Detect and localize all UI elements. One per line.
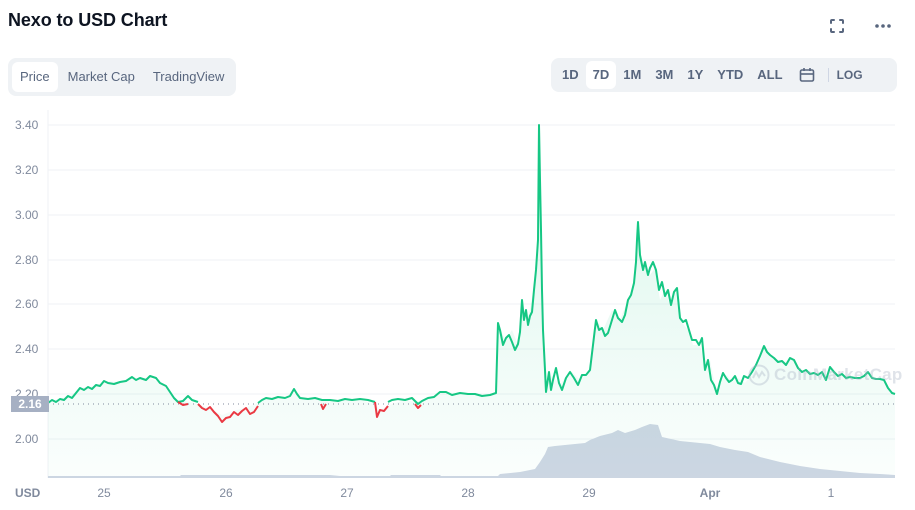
range-1y[interactable]: 1Y bbox=[687, 67, 704, 82]
price-line-up-3 bbox=[387, 124, 896, 405]
y-tick: 3.40 bbox=[15, 118, 39, 132]
y-tick: 3.00 bbox=[15, 208, 39, 222]
y-tick: 2.40 bbox=[15, 342, 39, 356]
divider bbox=[827, 68, 829, 82]
price-area bbox=[48, 125, 895, 478]
range-3m[interactable]: 3M bbox=[655, 67, 674, 82]
tab-tradingview[interactable]: TradingView bbox=[152, 69, 225, 84]
fullscreen-button[interactable] bbox=[827, 16, 847, 36]
currency-label: USD bbox=[15, 486, 41, 500]
more-horizontal-icon bbox=[875, 24, 891, 28]
tab-price[interactable]: Price bbox=[12, 62, 58, 92]
log-scale-toggle[interactable]: LOG bbox=[836, 68, 863, 82]
price-line-up-2 bbox=[257, 388, 376, 404]
tab-market-cap[interactable]: Market Cap bbox=[67, 69, 135, 84]
range-1m[interactable]: 1M bbox=[623, 67, 642, 82]
price-line-down-2 bbox=[320, 401, 422, 418]
price-line-up bbox=[47, 375, 199, 404]
range-ytd[interactable]: YTD bbox=[717, 67, 744, 82]
watermark: CoinMarketCap bbox=[748, 364, 903, 386]
more-options-button[interactable] bbox=[873, 16, 893, 36]
calendar-icon bbox=[799, 68, 814, 82]
x-tick: 28 bbox=[461, 486, 475, 500]
x-tick: 26 bbox=[219, 486, 233, 500]
x-tick: 25 bbox=[97, 486, 111, 500]
x-tick: 29 bbox=[582, 486, 596, 500]
current-price-tag: 2.16 bbox=[11, 396, 49, 412]
watermark-text: CoinMarketCap bbox=[774, 365, 903, 384]
y-tick: 3.20 bbox=[15, 163, 39, 177]
time-range-selector: 1D 7D 1M 3M 1Y YTD ALL LOG bbox=[551, 58, 897, 92]
coinmarketcap-logo-icon bbox=[748, 364, 770, 386]
x-tick: Apr bbox=[699, 486, 721, 500]
range-1d[interactable]: 1D bbox=[562, 67, 579, 82]
y-tick: 2.80 bbox=[15, 253, 39, 267]
price-line-down bbox=[177, 401, 259, 423]
range-all[interactable]: ALL bbox=[757, 67, 783, 82]
chart-type-tabs: Price Market Cap TradingView bbox=[8, 58, 237, 96]
page-title: Nexo to USD Chart bbox=[8, 10, 168, 30]
date-range-button[interactable] bbox=[794, 61, 820, 89]
x-tick: 27 bbox=[340, 486, 354, 500]
fullscreen-icon bbox=[830, 19, 844, 33]
range-7d[interactable]: 7D bbox=[585, 61, 617, 89]
x-tick: 1 bbox=[827, 486, 835, 500]
y-tick: 2.00 bbox=[15, 432, 39, 446]
y-tick: 2.60 bbox=[15, 297, 39, 311]
